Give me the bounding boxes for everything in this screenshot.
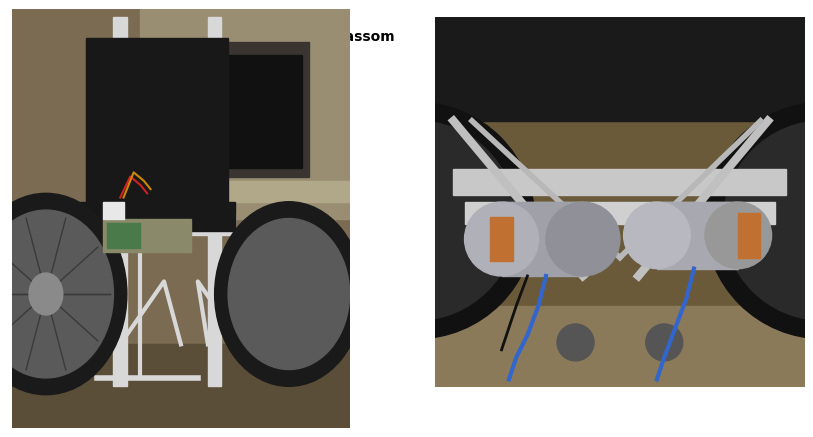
Text: Motor CC: Motor CC [631, 30, 702, 44]
Text: Encoders: Encoders [480, 60, 552, 74]
Circle shape [724, 121, 813, 320]
Bar [141, 9, 350, 218]
Circle shape [0, 193, 127, 395]
Circle shape [29, 273, 63, 315]
Circle shape [705, 102, 813, 339]
Bar [107, 223, 141, 248]
Bar [141, 181, 350, 202]
Bar [188, 55, 302, 168]
Bar [435, 17, 805, 121]
Bar [103, 202, 124, 218]
Circle shape [0, 210, 114, 378]
Circle shape [228, 218, 350, 370]
Circle shape [215, 202, 363, 386]
Circle shape [705, 202, 772, 269]
Circle shape [464, 202, 538, 276]
Bar [435, 305, 805, 387]
Bar [73, 214, 235, 235]
Circle shape [557, 324, 594, 361]
Bar [657, 202, 738, 269]
Bar [103, 218, 191, 252]
Bar [502, 202, 583, 276]
Bar [180, 42, 309, 177]
Circle shape [546, 202, 620, 276]
Bar [86, 38, 228, 206]
Circle shape [646, 324, 683, 361]
Bar [454, 169, 786, 195]
Bar [80, 202, 235, 231]
Text: Sensor de Ultrassom: Sensor de Ultrassom [232, 30, 394, 44]
Bar [464, 202, 776, 224]
Bar [738, 213, 760, 257]
Circle shape [316, 121, 516, 320]
Circle shape [624, 202, 690, 269]
Bar [490, 217, 513, 261]
Bar [12, 344, 350, 428]
Circle shape [298, 102, 535, 339]
Bar [208, 17, 221, 386]
Bar [113, 17, 127, 386]
